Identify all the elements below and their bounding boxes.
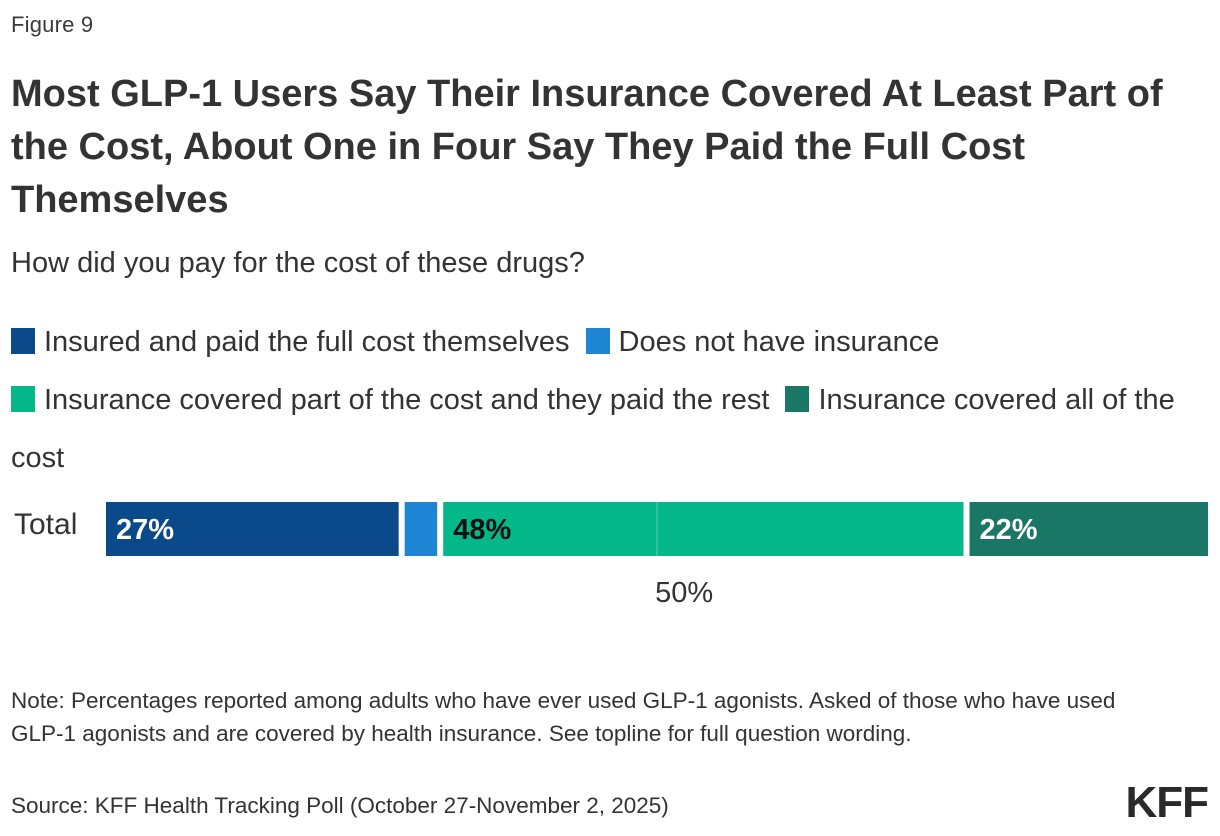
chart-legend: Insured and paid the full cost themselve…	[11, 313, 1196, 487]
legend-item-insurance-all: Insurance covered all of the cost	[11, 384, 1175, 474]
chart-subtitle: How did you pay for the cost of these dr…	[11, 247, 585, 279]
legend-swatch	[11, 386, 35, 412]
chart-source: Source: KFF Health Tracking Poll (Octobe…	[11, 793, 669, 818]
legend-label: Insurance covered all of the cost	[11, 384, 1175, 474]
legend-swatch	[11, 328, 35, 354]
category-label-total: Total	[14, 508, 78, 541]
bar-segment-1	[106, 502, 399, 556]
bar-segment-3	[443, 502, 964, 556]
legend-label: Insured and paid the full cost themselve…	[44, 326, 570, 358]
bar-data-label-3: 48%	[453, 514, 511, 546]
bracket-label-50: 50%	[655, 577, 713, 609]
legend-item-insured-paid-full: Insured and paid the full cost themselve…	[11, 326, 570, 358]
legend-item-no-insurance: Does not have insurance	[585, 326, 940, 358]
legend-item-insurance-partial: Insurance covered part of the cost and t…	[11, 384, 769, 416]
legend-swatch	[585, 328, 610, 354]
figure-label: Figure 9	[11, 12, 94, 37]
kff-logo: KFF	[1125, 778, 1209, 827]
legend-label: Does not have insurance	[618, 326, 940, 358]
chart-title: Most GLP-1 Users Say Their Insurance Cov…	[11, 73, 1163, 221]
bar-data-label-1: 27%	[116, 514, 174, 546]
legend-label: Insurance covered part of the cost and t…	[44, 384, 770, 416]
chart-note: Note: Percentages reported among adults …	[11, 688, 1116, 746]
bar-data-label-4: 22%	[980, 514, 1038, 546]
legend-swatch	[785, 386, 810, 412]
bar-segment-2	[404, 502, 438, 556]
bar-segment-4	[969, 502, 1208, 556]
